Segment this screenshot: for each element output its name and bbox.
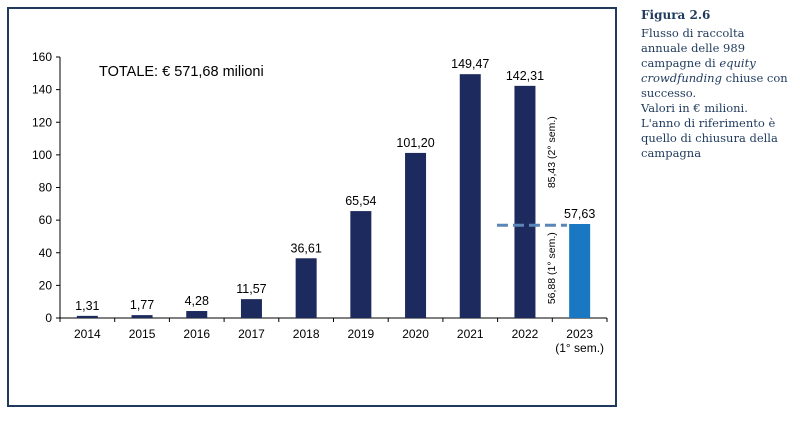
- x-tick-label-2019: 2019: [347, 327, 374, 341]
- data-label-2015: 1,77: [130, 298, 154, 312]
- caption-line-4-text: chiuse con: [721, 71, 788, 85]
- x-tick-label-2017: 2017: [238, 327, 265, 341]
- x-tick-label-2018: 2018: [293, 327, 320, 341]
- bar-2019: [350, 211, 372, 318]
- x-tick-label-2016: 2016: [183, 327, 210, 341]
- y-tick-label: 80: [39, 181, 53, 195]
- y-tick-label: 100: [32, 148, 52, 162]
- caption-line-5: successo.: [641, 86, 697, 100]
- caption-line-7: L'anno di riferimento è: [641, 116, 776, 130]
- data-label-2023: 57,63: [564, 207, 595, 221]
- caption-line-4: crowdfunding chiuse con: [641, 71, 793, 86]
- y-tick-label: 140: [32, 83, 52, 97]
- caption-line-8: quello di chiusura della: [641, 131, 778, 145]
- bar-2023: [569, 223, 591, 318]
- bar-2015: [131, 315, 153, 318]
- first-semester-label: 56,88 (1° sem.): [546, 232, 558, 304]
- data-label-2017: 11,57: [236, 282, 266, 296]
- x-tick-label-2021: 2021: [457, 327, 484, 341]
- bar-2020: [405, 152, 427, 318]
- total-annotation: TOTALE: € 571,68 milioni: [99, 64, 264, 80]
- data-label-2016: 4,28: [185, 294, 209, 308]
- caption-line-2: annuale delle 989: [641, 41, 746, 55]
- x-tick-label-2023: 2023: [566, 327, 593, 341]
- bar-2018: [295, 258, 317, 318]
- caption-line-9: campagna: [641, 146, 702, 160]
- bar-2022: [514, 85, 536, 318]
- data-label-2014: 1,31: [75, 299, 99, 313]
- x-tick-label-2022: 2022: [512, 327, 539, 341]
- bar-2016: [186, 311, 208, 318]
- data-label-2018: 36,61: [291, 241, 322, 255]
- data-label-2022: 142,31: [506, 69, 544, 83]
- x-tick-sublabel-2023: (1° sem.): [555, 341, 604, 355]
- bar-2014: [76, 315, 98, 318]
- second-semester-label: 85,43 (2° sem.): [546, 116, 558, 188]
- bar-2017: [240, 299, 262, 318]
- caption-line-1: Flusso di raccolta: [641, 26, 745, 40]
- figure-caption: Figura 2.6 Flusso di raccolta annuale de…: [641, 8, 793, 161]
- data-label-2021: 149,47: [451, 57, 489, 71]
- y-tick-label: 120: [32, 115, 52, 129]
- bar-2021: [459, 74, 481, 318]
- x-tick-label-2014: 2014: [74, 327, 101, 341]
- data-label-2019: 65,54: [345, 194, 376, 208]
- x-tick-label-2020: 2020: [402, 327, 429, 341]
- chart-frame: 0 20 40 60 80 100 120 140 160 1,31 2014 1,77 2015 4,2…: [7, 7, 617, 407]
- y-tick-label: 40: [39, 246, 53, 260]
- caption-line-3-text: campagne di: [641, 56, 720, 70]
- bar-chart: 0 20 40 60 80 100 120 140 160 1,31 2014 1,77 2015 4,2…: [32, 50, 608, 355]
- y-tick-label: 0: [45, 311, 52, 325]
- data-label-2020: 101,20: [396, 136, 434, 150]
- caption-line-6: Valori in € milioni.: [641, 101, 748, 115]
- y-tick-label: 60: [39, 213, 53, 227]
- y-tick-label: 160: [32, 50, 52, 64]
- caption-crowdfunding-term: crowdfunding: [641, 71, 722, 85]
- y-tick-label: 20: [39, 278, 53, 292]
- x-tick-label-2015: 2015: [129, 327, 156, 341]
- figure-number: Figura 2.6: [641, 8, 711, 22]
- caption-line-3: campagne di equity: [641, 56, 793, 71]
- caption-equity-term: equity: [719, 56, 756, 70]
